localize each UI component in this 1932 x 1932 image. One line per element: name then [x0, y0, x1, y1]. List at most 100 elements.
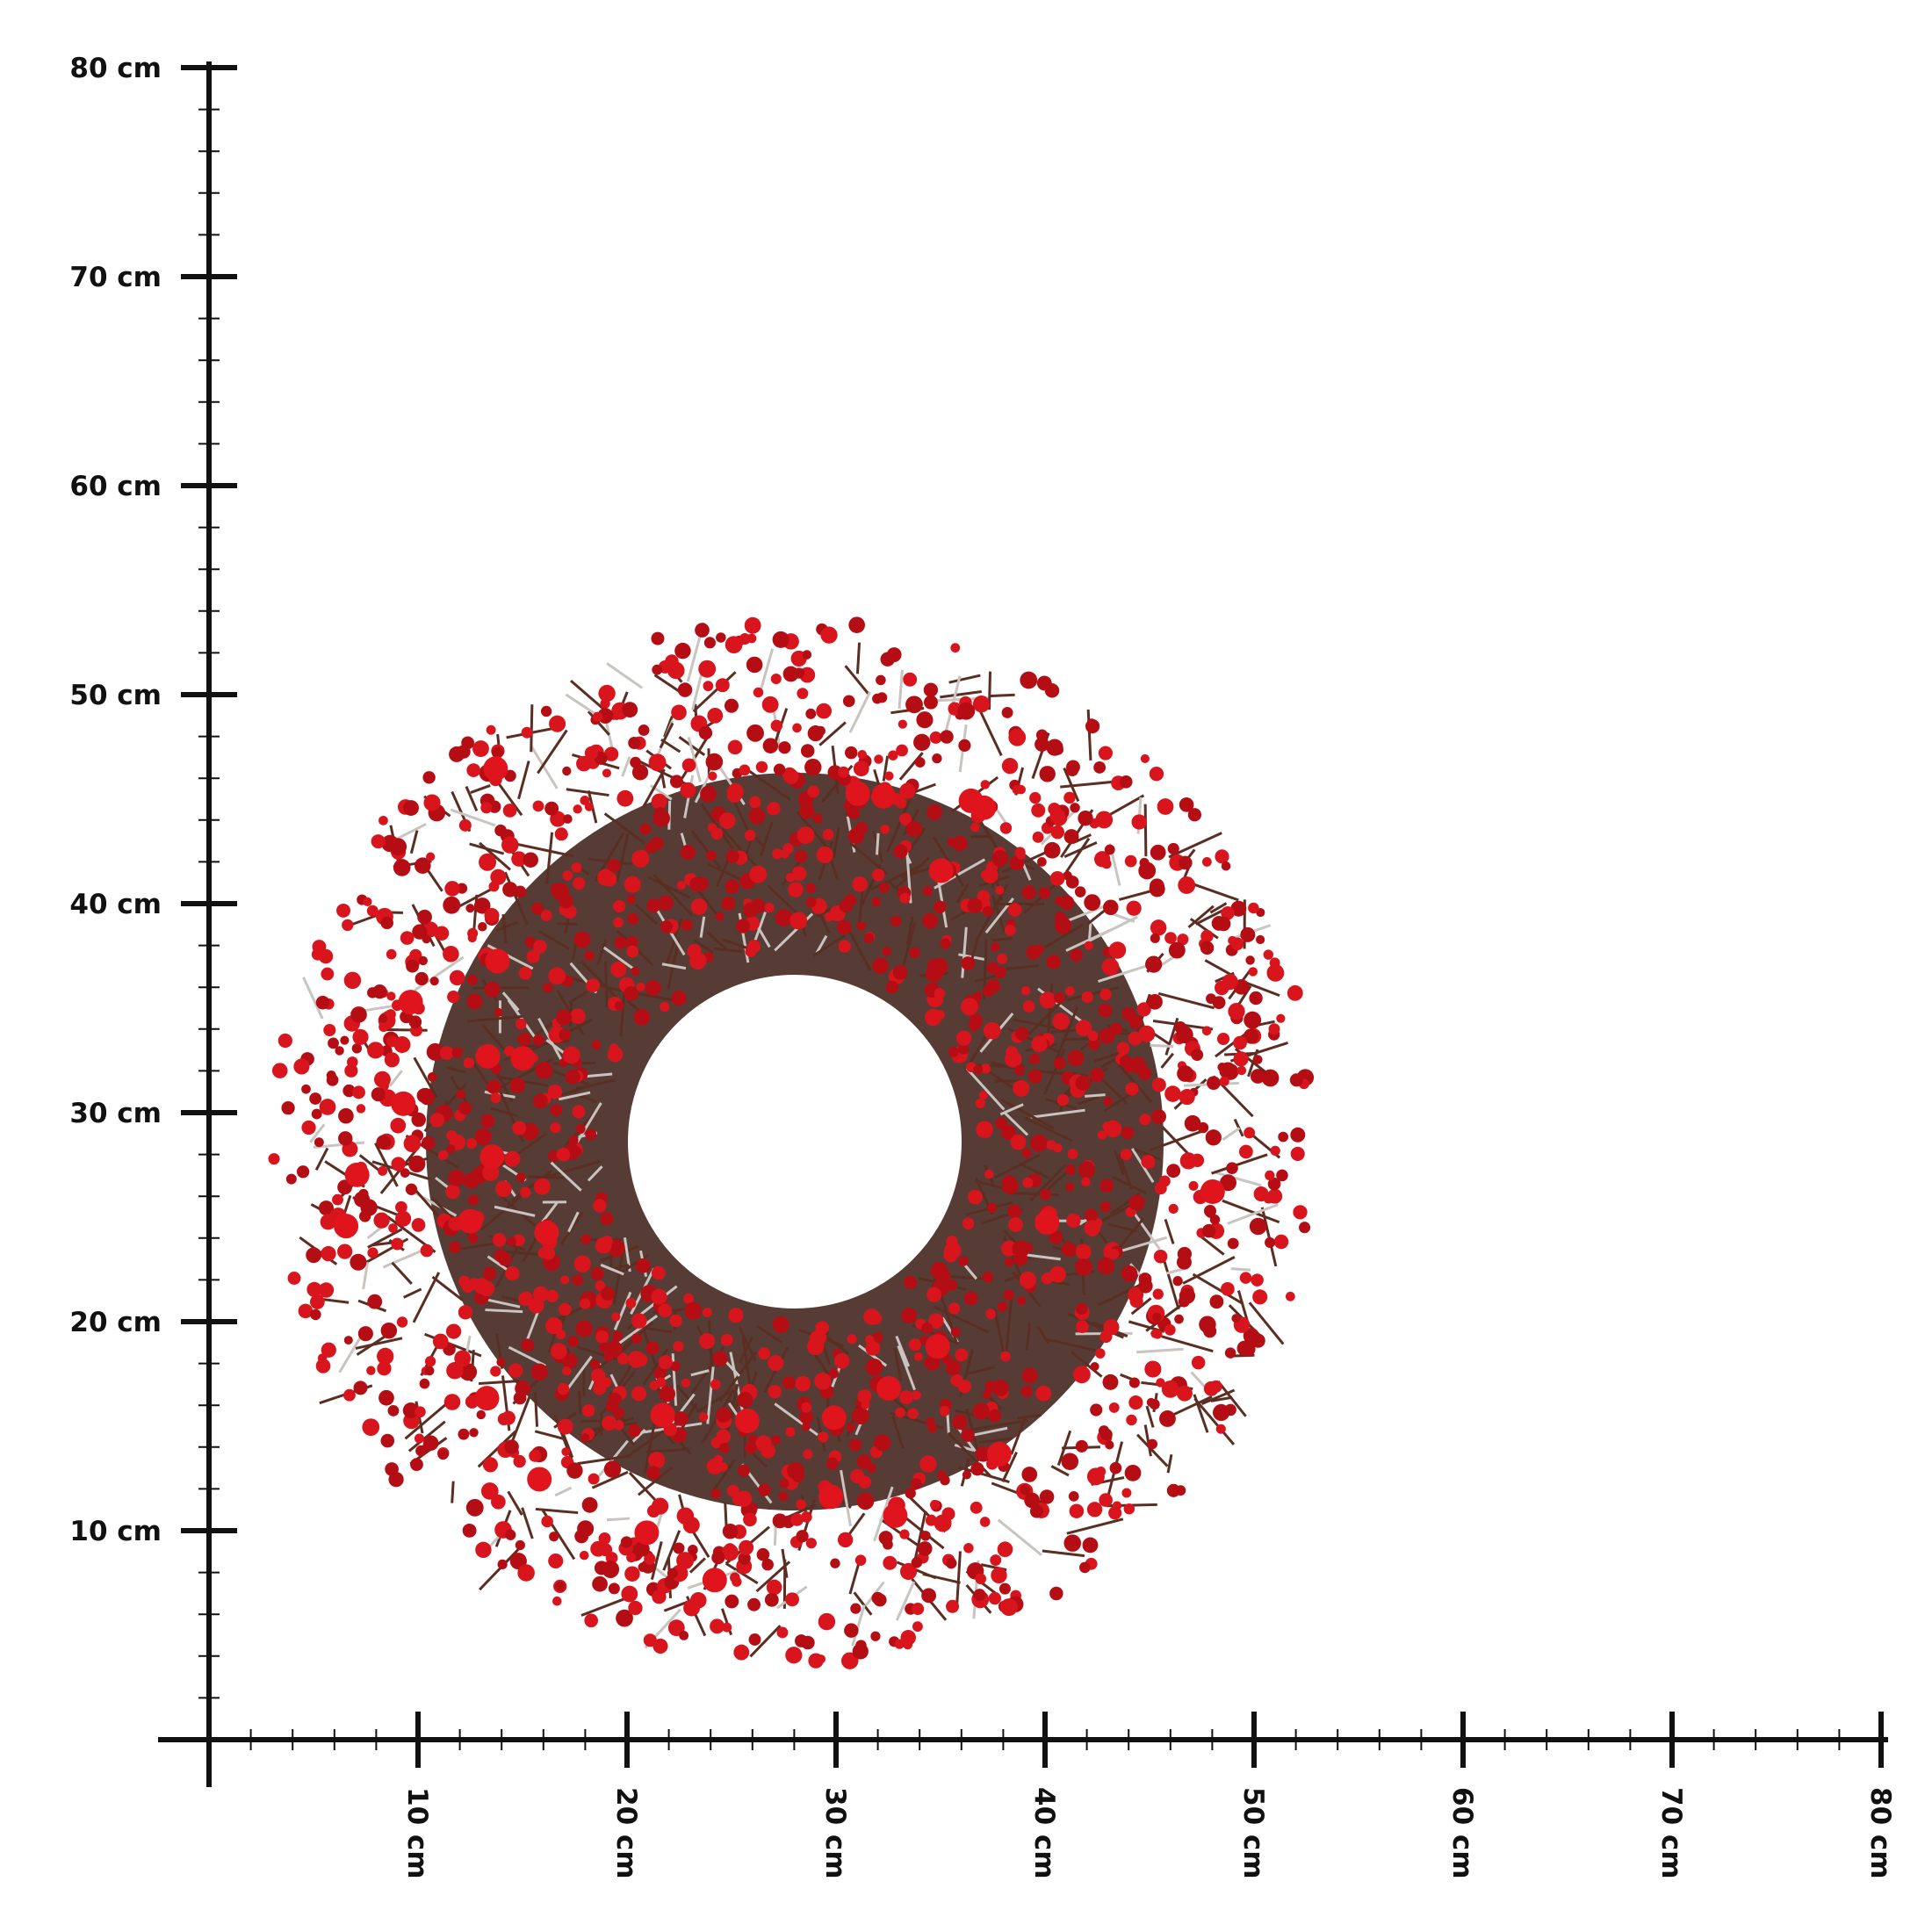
berry	[1168, 1203, 1179, 1215]
berry	[803, 1449, 813, 1460]
berry	[876, 692, 888, 703]
branch	[479, 841, 511, 871]
berry	[1151, 1078, 1166, 1092]
berry	[549, 715, 566, 732]
berry	[1224, 1403, 1236, 1417]
berry	[556, 1329, 566, 1340]
branch	[1209, 902, 1228, 914]
branch	[567, 1018, 594, 1034]
berry	[1072, 1366, 1091, 1384]
berry	[1201, 1026, 1212, 1036]
berry	[785, 1592, 799, 1607]
branch	[530, 704, 534, 753]
berry	[451, 1047, 464, 1058]
berry	[494, 1249, 508, 1263]
berry	[628, 736, 641, 750]
berry	[1039, 1489, 1055, 1504]
berry	[802, 650, 812, 660]
branch	[634, 904, 659, 926]
berry	[1203, 1204, 1216, 1217]
berry	[934, 1010, 945, 1020]
berry	[673, 1341, 684, 1352]
berry	[1063, 829, 1079, 845]
berry	[417, 909, 432, 925]
berry	[476, 1409, 486, 1420]
branch	[510, 1170, 553, 1202]
berry	[899, 1562, 918, 1581]
berry	[962, 1470, 972, 1480]
berry	[872, 957, 889, 975]
berry	[584, 802, 594, 811]
branch	[1248, 1301, 1285, 1345]
berry	[1244, 1011, 1262, 1029]
berry	[837, 1532, 854, 1548]
berry	[801, 1422, 811, 1431]
berry	[315, 1359, 331, 1373]
berry	[447, 991, 460, 1004]
berry	[725, 849, 739, 863]
branch	[905, 916, 914, 945]
branch	[1222, 1127, 1241, 1142]
branch	[897, 1345, 916, 1391]
berry	[948, 1046, 959, 1057]
berry	[1136, 1002, 1151, 1017]
berry	[357, 1326, 373, 1342]
large-berry	[344, 1162, 370, 1187]
branch	[388, 1070, 403, 1087]
berry	[681, 758, 696, 773]
berry	[900, 1630, 917, 1646]
berry	[710, 1379, 721, 1390]
berry	[1102, 1373, 1119, 1390]
berry	[940, 1475, 950, 1486]
branch	[587, 1165, 603, 1182]
branch	[362, 1261, 370, 1290]
berry	[559, 893, 573, 909]
branch	[898, 669, 904, 710]
berry	[1049, 808, 1066, 825]
berry	[602, 768, 611, 778]
branch	[1121, 1236, 1168, 1252]
berry	[332, 1193, 343, 1206]
berry	[705, 753, 724, 771]
berry	[1188, 1180, 1199, 1191]
berry	[926, 1287, 942, 1302]
berry	[871, 1331, 883, 1344]
berry	[547, 1085, 563, 1099]
berry	[521, 1338, 535, 1352]
berry	[367, 1042, 385, 1059]
branch	[876, 833, 880, 855]
berry	[968, 1189, 983, 1205]
berry	[298, 1303, 314, 1319]
berry	[314, 1137, 324, 1148]
berry	[479, 853, 497, 871]
berry	[550, 883, 561, 894]
berry	[651, 1265, 666, 1280]
berry	[507, 1236, 516, 1247]
berry	[408, 1015, 422, 1029]
branch	[619, 1426, 636, 1446]
branch	[815, 934, 828, 955]
branch	[450, 808, 496, 827]
berry	[972, 1402, 990, 1420]
berry	[387, 1404, 400, 1417]
berry	[645, 1341, 660, 1355]
berry	[591, 1040, 602, 1050]
berry	[1098, 1003, 1113, 1018]
berry	[532, 800, 544, 812]
berry	[1065, 1164, 1076, 1175]
berry	[309, 1092, 322, 1105]
branch	[545, 832, 554, 885]
berry	[669, 1314, 682, 1328]
berry	[613, 1407, 625, 1419]
branch	[958, 1466, 1010, 1483]
berry	[1017, 1296, 1027, 1306]
branch	[659, 722, 674, 749]
berry	[695, 623, 710, 638]
branch	[1010, 1417, 1027, 1455]
x-label: 60 cm	[1446, 1787, 1478, 1879]
berry	[681, 919, 693, 931]
berry	[1139, 1114, 1151, 1126]
berry	[681, 1378, 691, 1388]
berry	[955, 1348, 969, 1362]
branch	[969, 1419, 1028, 1431]
